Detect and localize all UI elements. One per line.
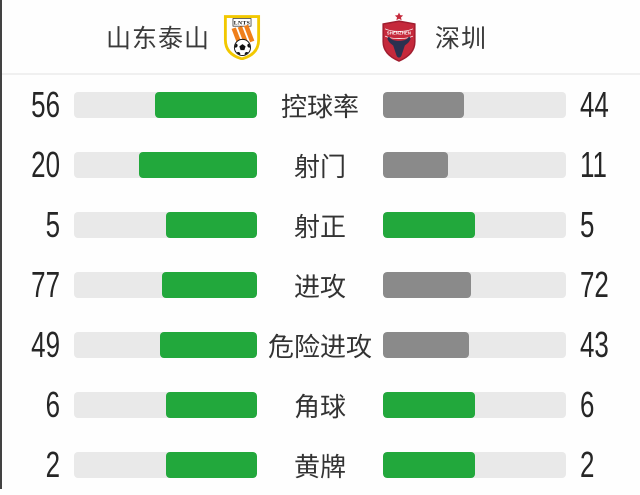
away-stat-value: 5 xyxy=(580,204,595,245)
home-stat-bar xyxy=(74,92,257,118)
stat-row: 20 射门 11 xyxy=(14,135,626,195)
away-team: SHENZHEN 深圳 xyxy=(379,11,640,62)
stat-row: 49 危险进攻 43 xyxy=(14,315,626,375)
stat-label: 射正 xyxy=(293,211,346,242)
away-stat-bar xyxy=(383,392,566,418)
screen-left-edge xyxy=(0,0,2,489)
home-stat-value: 56 xyxy=(31,84,60,125)
home-stat-bar xyxy=(74,452,257,478)
home-stat-bar xyxy=(74,272,257,298)
away-stat-bar xyxy=(383,452,566,478)
away-team-crest-icon: SHENZHEN xyxy=(379,11,419,62)
away-stat-bar xyxy=(383,212,566,238)
stat-label: 黄牌 xyxy=(293,451,346,482)
away-stat-fill xyxy=(383,452,475,478)
home-stat-value: 77 xyxy=(31,264,60,305)
home-stat-bar xyxy=(74,392,257,418)
home-stat-fill xyxy=(138,152,257,178)
stat-row: 6 角球 6 xyxy=(14,375,626,435)
away-stat-value: 44 xyxy=(580,84,609,125)
stat-label: 射门 xyxy=(293,151,346,182)
home-team-crest-icon: LNTS xyxy=(223,14,261,60)
match-header: 山东泰山 LNTS xyxy=(0,0,640,75)
away-stat-fill xyxy=(383,92,464,118)
away-stat-value: 11 xyxy=(580,144,607,185)
home-stat-value: 5 xyxy=(45,204,60,245)
away-stat-fill xyxy=(383,152,448,178)
stat-label: 控球率 xyxy=(280,91,359,122)
home-stat-value: 2 xyxy=(45,444,60,485)
home-stat-fill xyxy=(165,392,257,418)
home-stat-bar xyxy=(74,332,257,358)
home-stat-value: 6 xyxy=(45,384,60,425)
stat-label: 角球 xyxy=(293,391,346,422)
home-stat-value: 20 xyxy=(31,144,60,185)
stat-row: 77 进攻 72 xyxy=(14,255,626,315)
away-stat-bar xyxy=(383,332,566,358)
stat-label: 危险进攻 xyxy=(267,331,372,362)
home-crest-text: LNTS xyxy=(234,20,250,26)
away-stat-fill xyxy=(383,332,469,358)
away-stat-value: 43 xyxy=(580,324,609,365)
away-stat-value: 2 xyxy=(580,444,595,485)
home-stat-fill xyxy=(162,272,257,298)
away-stat-fill xyxy=(383,392,475,418)
away-stat-value: 72 xyxy=(580,264,609,305)
away-stat-fill xyxy=(383,212,475,238)
stat-row: 5 射正 5 xyxy=(14,195,626,255)
home-stat-fill xyxy=(159,332,257,358)
home-stat-fill xyxy=(154,92,257,118)
away-stat-bar xyxy=(383,92,566,118)
stats-list: 56 控球率 44 20 射门 11 5 射正 5 77 xyxy=(0,75,640,495)
home-stat-fill xyxy=(165,452,257,478)
away-stat-bar xyxy=(383,152,566,178)
stat-row: 2 黄牌 2 xyxy=(14,435,626,495)
away-stat-fill xyxy=(383,272,472,298)
away-stat-bar xyxy=(383,272,566,298)
home-team-name: 山东泰山 xyxy=(105,24,210,53)
home-stat-fill xyxy=(165,212,257,238)
home-stat-bar xyxy=(74,152,257,178)
home-stat-bar xyxy=(74,212,257,238)
away-stat-value: 6 xyxy=(580,384,595,425)
away-crest-text: SHENZHEN xyxy=(387,30,411,35)
away-team-name: 深圳 xyxy=(435,24,488,53)
home-team: 山东泰山 LNTS xyxy=(0,14,261,60)
stat-row: 56 控球率 44 xyxy=(14,75,626,135)
stat-label: 进攻 xyxy=(293,271,346,302)
home-stat-value: 49 xyxy=(31,324,60,365)
